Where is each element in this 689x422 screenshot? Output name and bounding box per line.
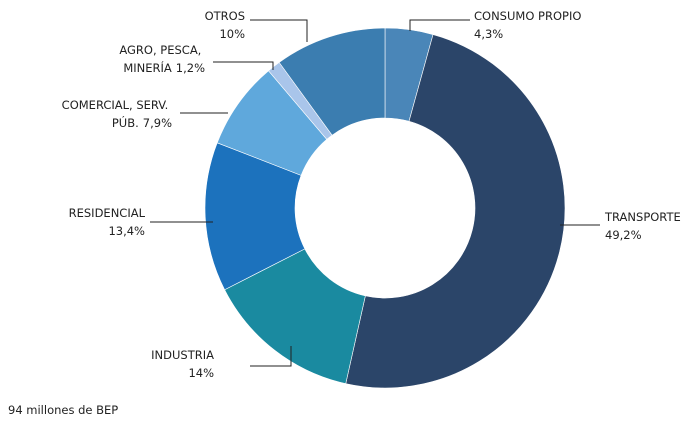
labels: 4,3% CONSUMO PROPIO 49,2% TRANSPORTE 14% INDU… xyxy=(62,9,681,380)
category-label: AGRO, PESCA, MINERÍA xyxy=(119,43,205,75)
category-label: RESIDENCIAL xyxy=(69,206,146,220)
value-label: 4,3% xyxy=(474,27,503,41)
value-label: 1,2% xyxy=(176,61,205,75)
value-label: 13,4% xyxy=(108,224,145,238)
leader-line xyxy=(250,346,292,367)
leader-line xyxy=(409,19,470,31)
value-label: 7,9% xyxy=(143,116,172,130)
slices xyxy=(204,27,566,389)
category-label: INDUSTRIA xyxy=(151,348,214,362)
leader-line xyxy=(213,61,274,70)
slice xyxy=(345,34,566,389)
category-label: OTROS xyxy=(205,9,245,23)
category-label: TRANSPORTE xyxy=(604,210,681,224)
slice xyxy=(278,27,386,136)
note: 94 millones de BEP xyxy=(8,403,118,417)
value-label: 10% xyxy=(219,27,245,41)
leader-line xyxy=(250,19,308,42)
category-label: COMERCIAL, SERV. PÚB. xyxy=(62,98,172,130)
category-label: CONSUMO PROPIO xyxy=(474,9,581,23)
value-label: 49,2% xyxy=(605,228,642,242)
value-label: 14% xyxy=(188,366,214,380)
